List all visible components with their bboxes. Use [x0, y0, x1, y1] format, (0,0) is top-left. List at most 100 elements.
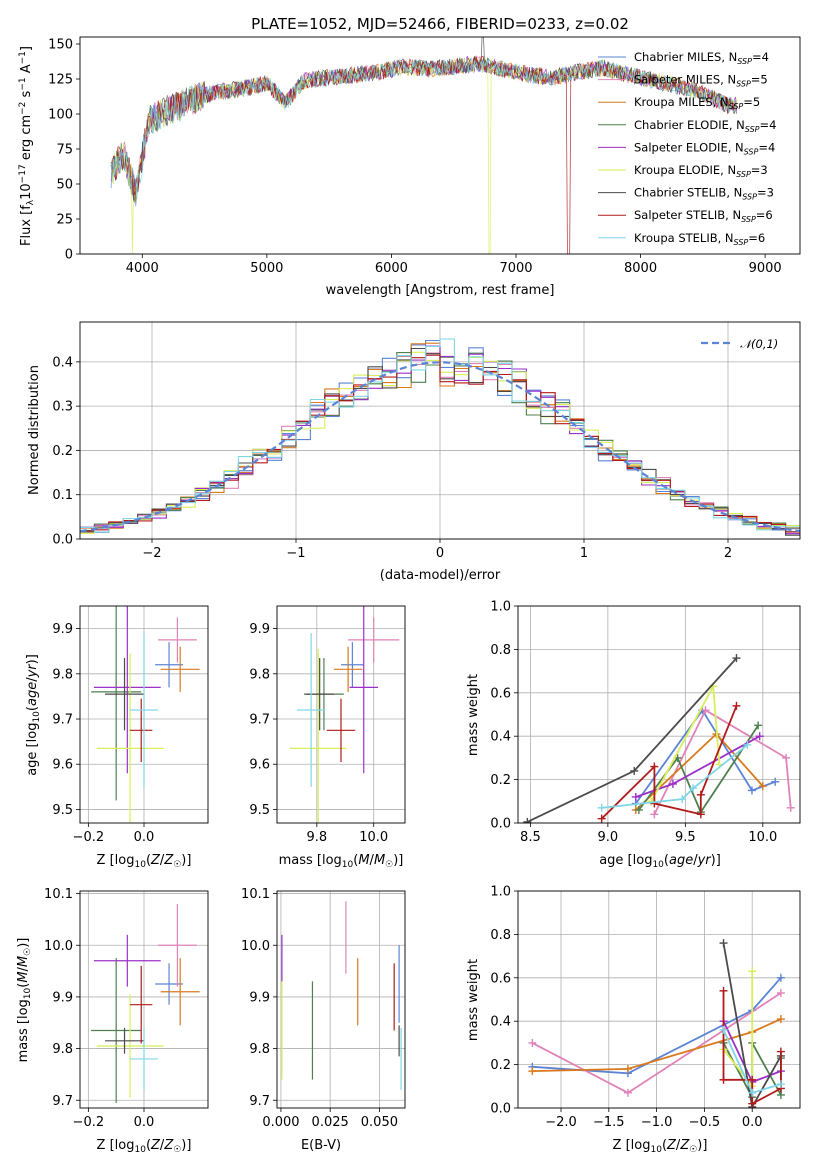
age-vs-mass-panel: 9.8 10.0 9.5 9.6 9.7 9.8 9.9 — [249, 605, 406, 845]
residual-histogram-panel: −2 −1 0 1 2 0.0 0.1 0.2 0.3 0.4 𝒩(0,1) — [52, 321, 801, 561]
x-tick-label: 8000 — [624, 261, 657, 276]
legend-label: Chabrier ELODIE, NSSP=4 — [634, 118, 776, 134]
wZ-ylabel: mass weight — [466, 959, 481, 1041]
errorbar-point — [349, 606, 378, 774]
y-tick-label: 0.8 — [490, 643, 511, 658]
y-tick-label: 9.8 — [249, 667, 270, 682]
y-tick-label: 0.4 — [52, 355, 73, 370]
x-tick-label: 0.050 — [361, 1115, 398, 1130]
y-tick-label: 150 — [48, 38, 73, 53]
weight-marker — [623, 1088, 632, 1097]
y-tick-label: 9.6 — [249, 758, 270, 773]
axes-frame — [79, 605, 209, 824]
weight-marker — [701, 706, 710, 715]
plot-area — [110, 37, 738, 254]
y-tick-label: 0.1 — [52, 488, 73, 503]
weight-marker — [650, 799, 659, 808]
weight-marker — [748, 1088, 757, 1097]
weight-marker — [719, 1075, 728, 1084]
weight-marker — [630, 766, 639, 775]
y-tick-label: 125 — [48, 73, 73, 88]
mZ-xlabel: Z [log10(Z/Z☉)] — [97, 1138, 192, 1155]
y-tick-label: 9.6 — [52, 758, 73, 773]
axes-frame — [276, 890, 406, 1109]
y-tick-label: 0.4 — [490, 1015, 511, 1030]
y-tick-label: 0.2 — [490, 1058, 511, 1073]
plot-area — [80, 338, 800, 536]
errorbar-point — [348, 617, 400, 663]
weight-series — [601, 744, 748, 809]
weight-marker — [776, 988, 785, 997]
errorbar-point — [160, 958, 200, 1026]
weight-marker — [732, 654, 741, 663]
y-tick-label: 9.7 — [249, 1094, 270, 1109]
weight-marker — [748, 1099, 757, 1108]
y-tick-label: 9.7 — [249, 713, 270, 728]
x-tick-label: 9.8 — [306, 830, 327, 845]
weight-marker — [689, 784, 698, 793]
weight-marker — [748, 1075, 757, 1084]
mZ-ylabel: mass [log10(M/M☉)] — [16, 938, 33, 1063]
weight-marker — [528, 1038, 537, 1047]
spectrum-legend: Chabrier MILES, NSSP=4 Salpeter MILES, NS… — [598, 50, 776, 247]
y-tick-label: 0.8 — [490, 928, 511, 943]
errorbar-point — [341, 642, 364, 688]
x-tick-label: 0.0 — [742, 1115, 763, 1130]
weight-marker — [747, 786, 756, 795]
y-tick-label: 0.3 — [52, 400, 73, 415]
errorbar-point — [93, 934, 161, 987]
axes-frame — [517, 890, 801, 1109]
legend-label: Chabrier STELIB, NSSP=3 — [634, 186, 774, 202]
errorbar-point — [157, 617, 197, 663]
weight-marker — [782, 753, 791, 762]
x-tick-label: 7000 — [499, 261, 532, 276]
y-tick-label: 0 — [65, 248, 73, 263]
y-tick-label: 0.4 — [490, 730, 511, 745]
y-tick-label: 9.7 — [52, 713, 73, 728]
errorbar-point — [130, 965, 153, 1044]
weight-marker — [528, 1067, 537, 1076]
weight-marker — [776, 1080, 785, 1089]
errorbar-point — [155, 963, 183, 1005]
x-tick-label: −1.5 — [593, 1115, 625, 1130]
plot-area — [289, 606, 400, 823]
weight-marker — [776, 973, 785, 982]
weight-marker — [719, 986, 728, 995]
weight-marker — [719, 939, 728, 948]
histogram-series — [80, 345, 800, 535]
x-tick-label: 0.000 — [262, 1115, 299, 1130]
y-tick-label: 10.0 — [241, 939, 270, 954]
y-tick-label: 25 — [56, 213, 73, 228]
weight-marker — [696, 790, 705, 799]
errorbar-point — [96, 994, 164, 1098]
y-tick-label: 1.0 — [490, 885, 511, 900]
y-tick-label: 9.8 — [52, 1042, 73, 1057]
plot-area — [91, 606, 200, 823]
weight-marker — [634, 805, 643, 814]
y-tick-label: 10.1 — [44, 887, 73, 902]
wAge-xlabel: age [log10(age/yr)] — [599, 853, 721, 870]
weight-marker — [597, 803, 606, 812]
figure-title: PLATE=1052, MJD=52466, FIBERID=0233, z=0… — [251, 15, 629, 33]
age-vs-metallicity-panel: −0.2 0.0 9.5 9.6 9.7 9.8 9.9 — [52, 605, 209, 845]
weight-series — [601, 705, 738, 820]
errorbar-point — [105, 1027, 144, 1054]
spectrum-ylabel: Flux [fλ10−17 erg cm−2 s−1 A−1] — [18, 46, 36, 246]
weight-marker — [696, 810, 705, 819]
x-tick-label: −0.2 — [73, 830, 105, 845]
axes-frame — [79, 36, 801, 255]
legend-label: Kroupa MILES, NSSP=5 — [634, 95, 760, 111]
weight-marker — [776, 1047, 785, 1056]
weight-marker — [786, 803, 795, 812]
x-tick-label: 2 — [724, 546, 732, 561]
weight-marker — [597, 814, 606, 823]
y-tick-label: 0.2 — [52, 444, 73, 459]
errorbar-point — [93, 606, 161, 774]
errorbar-point — [155, 642, 183, 688]
x-tick-label: 9.0 — [598, 830, 619, 845]
x-tick-label: 10.0 — [748, 830, 777, 845]
weight-marker — [771, 777, 780, 786]
y-tick-label: 9.7 — [52, 1094, 73, 1109]
errorbar-point — [160, 646, 200, 692]
weight-vs-age-panel: 8.5 9.0 9.5 10.0 0.0 0.2 0.4 0.6 0.8 1.0 — [490, 600, 801, 845]
